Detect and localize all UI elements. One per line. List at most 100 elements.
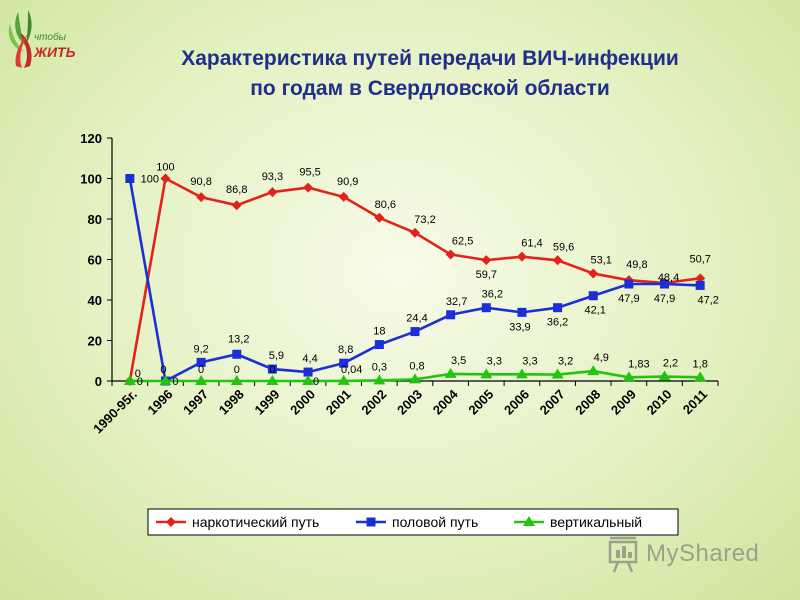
x-tick-label: 2007 (537, 387, 568, 418)
series-0-point (481, 255, 492, 266)
legend-label-2: вертикальный (550, 514, 642, 530)
x-tick-label: 2002 (358, 387, 389, 418)
series-2-point (266, 375, 279, 385)
series-0-data-label: 93,3 (262, 171, 283, 183)
series-1-data-label: 9,2 (193, 343, 208, 355)
series-2-point (694, 371, 707, 382)
series-2-point (373, 374, 386, 385)
series-2-data-label: 3,5 (451, 355, 466, 367)
chart-axes: 0 20 40 60 80 100 120 1990-95г. 1996 1997 1998 1999… (80, 131, 719, 437)
series-2-data-label: 0 (234, 364, 240, 376)
series-1-point (196, 357, 206, 367)
x-tick-label: 1997 (180, 387, 211, 418)
x-tick-label: 2005 (465, 387, 496, 418)
logo-ribbon-leaves-icon (8, 10, 32, 68)
series-0-data-label: 49,8 (626, 259, 647, 271)
series-1-point (374, 340, 384, 350)
presentation-board-icon (608, 536, 638, 573)
series-0-data-label: 0 (135, 368, 141, 380)
series-2-data-label: 0 (198, 364, 204, 376)
series-2-data-label: 3,2 (558, 356, 573, 368)
series-0-point (338, 191, 349, 202)
x-tick-label: 1990-95г. (90, 387, 140, 437)
series-1-point (125, 174, 135, 183)
series-1-data-label: 5,9 (269, 350, 284, 362)
x-tick-label: 2006 (501, 387, 532, 418)
legend-marker-1 (366, 517, 376, 527)
series-0-data-label: 95,5 (299, 167, 320, 179)
series-0-data-label: 90,9 (337, 176, 358, 188)
x-tick-label: 2010 (644, 387, 675, 418)
series-1-point (339, 358, 349, 368)
y-tick-label: 60 (88, 253, 102, 268)
y-tick-label: 120 (80, 131, 102, 146)
series-2-point (159, 375, 172, 385)
series-0-point (267, 187, 278, 198)
series-1-point (660, 279, 670, 289)
series-0-point (410, 227, 420, 238)
series-1-point (624, 279, 634, 289)
series-1-data-label: 100 (141, 174, 159, 186)
series-2-point (123, 375, 136, 385)
series-2-data-label: 4,9 (594, 352, 609, 364)
series-0-data-label: 48,4 (658, 272, 679, 284)
series-2-point (302, 375, 315, 385)
series-1-data-label: 13,2 (228, 333, 249, 345)
series-1-data-label: 42,1 (585, 305, 606, 317)
x-tick-label: 2003 (394, 387, 425, 418)
series-2-point (337, 374, 350, 385)
series-line-0 (128, 176, 701, 382)
series-0-point (516, 251, 527, 262)
page-title: Характеристика путей передачи ВИЧ-инфекц… (80, 44, 780, 104)
x-tick-label: 1996 (145, 387, 176, 418)
y-tick-label: 20 (88, 334, 102, 349)
series-0-data-label: 90,8 (190, 176, 211, 188)
series-0-point (303, 182, 314, 193)
series-2-point (230, 375, 243, 385)
series-0-data-label: 86,8 (226, 184, 247, 196)
series-0-point (445, 249, 456, 260)
x-tick-label: 1999 (251, 387, 282, 418)
x-tick-label: 2009 (608, 387, 639, 418)
series-1-data-label: 33,9 (509, 321, 530, 333)
series-0-point (196, 192, 207, 203)
series-0-point (374, 212, 385, 223)
series-0-data-label: 73,2 (414, 214, 435, 226)
series-2-data-label: 0 (172, 376, 178, 388)
series-0-data-label: 61,4 (521, 238, 542, 250)
x-tick-label: 2011 (680, 387, 711, 418)
logo-text-small: чтобы (34, 32, 66, 43)
series-2-data-label: 0 (269, 364, 275, 376)
series-0-data-label: 50,7 (689, 253, 710, 265)
series-1-data-label: 8,8 (338, 344, 353, 356)
y-tick-label: 100 (80, 172, 102, 187)
series-1-point (517, 307, 527, 317)
series-0-data-label: 53,1 (591, 254, 612, 266)
series-1-point (446, 310, 456, 320)
x-tick-label: 2008 (572, 387, 603, 418)
series-0-point (160, 173, 171, 184)
series-1-data-label: 18 (373, 326, 385, 338)
legend-label-1: половой путь (392, 514, 478, 530)
watermark-text: MyShared (646, 540, 760, 567)
series-0-point (695, 273, 706, 284)
series-2-data-label: 2,2 (663, 358, 678, 370)
series-1-point (695, 280, 705, 290)
series-2-data-label: 0 (137, 376, 143, 388)
series-2-point (515, 368, 528, 379)
x-tick-label: 2004 (430, 386, 462, 418)
chart-legend: наркотический путь половой путь вертикальн… (147, 508, 679, 536)
series-1-data-label: 47,9 (618, 293, 639, 305)
series-1-data-label: 47,2 (697, 294, 718, 306)
legend-box (147, 508, 679, 536)
series-2-data-label: 0,04 (341, 364, 362, 376)
series-1-data-label: 36,2 (547, 317, 568, 329)
series-1-point (410, 327, 420, 337)
series-2-point (551, 368, 564, 379)
legend-marker-0 (166, 517, 176, 527)
series-2-point (480, 368, 493, 379)
series-1-data-label: 47,9 (654, 293, 675, 305)
x-tick-label: 2001 (323, 387, 354, 418)
series-2-point (195, 375, 208, 385)
